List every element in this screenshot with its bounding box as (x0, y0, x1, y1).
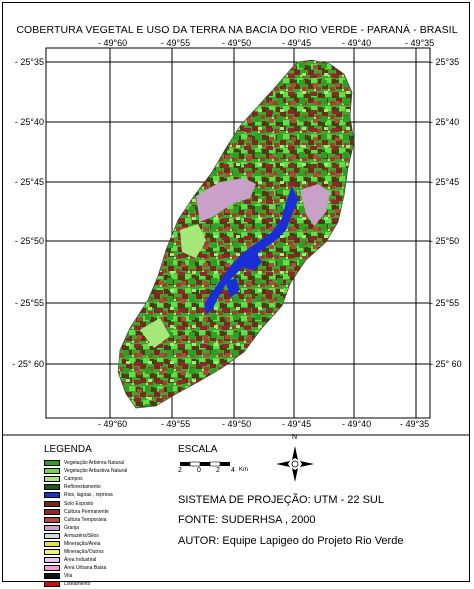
legend-item: Área Industrial (44, 556, 127, 564)
legend-label: Loteamento (64, 581, 91, 588)
scale-unit: Km (239, 467, 248, 473)
legend-swatch (44, 484, 60, 491)
legend-item: Vegetação Arbustiva Natural (44, 467, 127, 475)
right-lat-label: - 25°45 (430, 177, 460, 187)
top-lon-label: - 49°45 (282, 38, 312, 48)
north-label: N (292, 434, 298, 441)
right-lat-label: - 25°55 (430, 298, 460, 308)
bottom-lon-label: - 49°60 (98, 419, 128, 429)
legend-swatch (44, 492, 60, 499)
projection-text: SISTEMA DE PROJEÇÃO: UTM - 22 SUL (178, 494, 384, 506)
river-basin (118, 60, 354, 408)
source-text: FONTE: SUDERHSA , 2000 (178, 514, 316, 526)
legend-item: Mineração/Outros (44, 548, 127, 556)
scale-tick: 0 (197, 467, 201, 474)
bottom-lon-label: - 49°50 (222, 419, 252, 429)
legend-item: Vegetação Arbórea Natural (44, 459, 127, 467)
left-lat-label: - 25° 60 (12, 359, 44, 369)
legend-item: Cultura Permanente (44, 508, 127, 516)
north-arrow (276, 446, 314, 482)
legend-item: Armazéns/Silos (44, 532, 127, 540)
left-lat-label: - 25°45 (14, 177, 44, 187)
legend-label: Vila (64, 573, 73, 580)
legend-label: Cultura Temporária (64, 516, 107, 523)
legend-swatch (44, 532, 60, 539)
left-lat-label: - 25°35 (14, 57, 44, 67)
legend-item: Campos (44, 475, 127, 483)
legend-label: Solo Exposto (64, 500, 94, 507)
top-lon-label: - 49°40 (342, 38, 372, 48)
legend-swatch (44, 540, 60, 547)
legend-label: Campos (64, 476, 83, 483)
reservoir (244, 252, 262, 270)
campos-area (140, 318, 170, 348)
legend-title: LEGENDA (44, 444, 92, 455)
top-lon-label: - 49°60 (98, 38, 128, 48)
granja-area (300, 184, 330, 226)
legend-item: Solo Exposto (44, 499, 127, 507)
left-lat-label: - 25°55 (14, 298, 44, 308)
legend-item: Reflorestamento (44, 483, 127, 491)
bottom-lon-label: - 49°45 (282, 419, 312, 429)
legend-label: Granja (64, 524, 80, 531)
scale-title: ESCALA (178, 444, 218, 455)
legend-label: Vegetação Arbórea Natural (64, 460, 125, 467)
legend: Vegetação Arbórea Natural Vegetação Arbus… (44, 459, 127, 589)
legend-swatch (44, 500, 60, 507)
legend-label: Área Industrial (64, 557, 97, 564)
right-lat-label: - 25°40 (430, 117, 460, 127)
legend-label: Rios, lagoas , represa (64, 492, 113, 499)
top-lon-label: - 49°55 (161, 38, 191, 48)
legend-label: Vegetação Arbustiva Natural (64, 468, 128, 475)
bottom-lon-label: - 49°55 (161, 419, 191, 429)
legend-label: Reflorestamento (64, 484, 101, 491)
legend-swatch (44, 516, 60, 523)
top-lon-label: - 49°50 (222, 38, 252, 48)
granja-area (196, 178, 256, 222)
legend-swatch (44, 557, 60, 564)
map-title: COBERTURA VEGETAL E USO DA TERRA NA BACI… (16, 24, 458, 36)
legend-swatch (44, 581, 60, 588)
left-lat-label: - 25°40 (14, 117, 44, 127)
legend-item: Loteamento (44, 580, 127, 588)
legend-item: Vila (44, 572, 127, 580)
basin-outline (117, 59, 355, 409)
legend-label: Mineração/Outros (64, 549, 104, 556)
bottom-lon-label: - 49°40 (342, 419, 372, 429)
scale-bar (180, 461, 230, 467)
legend-label: Cultura Permanente (64, 508, 109, 515)
legend-swatch (44, 468, 60, 475)
legend-label: Mineração/Areia (64, 540, 101, 547)
scale-tick: 4 (231, 467, 235, 474)
legend-swatch (44, 476, 60, 483)
legend-swatch (44, 508, 60, 515)
legend-swatch (44, 460, 60, 467)
right-lat-label: - 25° 60 (430, 359, 462, 369)
reservoir (226, 278, 240, 298)
map-frame (2, 2, 470, 582)
map-bounding-box (45, 47, 431, 419)
scale-tick: 2 (216, 467, 220, 474)
scale-tick: 2 (178, 467, 182, 474)
bottom-lon-label: - 49°35 (400, 419, 430, 429)
right-lat-label: - 25°50 (430, 236, 460, 246)
legend-swatch (44, 549, 60, 556)
right-lat-label: - 25°35 (430, 57, 460, 67)
legend-label: Armazéns/Silos (64, 532, 99, 539)
legend-swatch (44, 524, 60, 531)
top-lon-label: - 49°35 (405, 38, 435, 48)
campos-area (180, 224, 206, 258)
legend-item: Granja (44, 524, 127, 532)
legend-swatch (44, 573, 60, 580)
legend-item: Rios, lagoas , represa (44, 491, 127, 499)
legend-item: Área Urbana Baixa (44, 564, 127, 572)
left-lat-label: - 25°50 (14, 236, 44, 246)
legend-item: Mineração/Areia (44, 540, 127, 548)
author-text: AUTOR: Equipe Lapigeo do Projeto Rio Ver… (178, 535, 404, 547)
legend-label: Área Urbana Baixa (64, 565, 107, 572)
legend-item: Cultura Temporária (44, 516, 127, 524)
legend-swatch (44, 565, 60, 572)
